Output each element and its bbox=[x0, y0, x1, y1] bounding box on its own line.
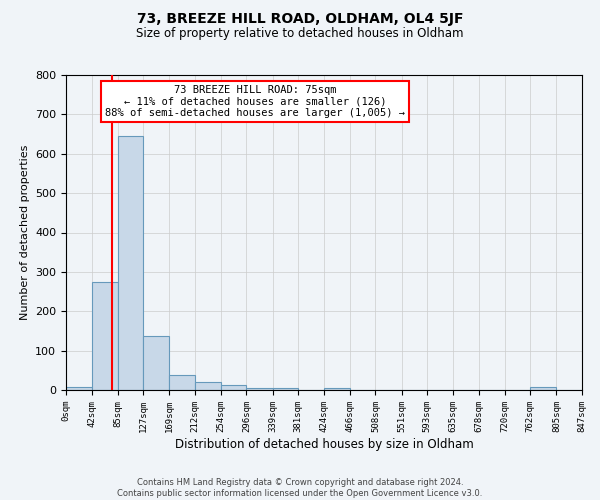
Bar bbox=[272, 388, 298, 390]
Bar bbox=[118, 136, 143, 390]
Bar bbox=[325, 388, 350, 390]
Bar bbox=[195, 382, 221, 390]
Bar bbox=[66, 387, 92, 390]
Bar bbox=[221, 386, 247, 390]
X-axis label: Distribution of detached houses by size in Oldham: Distribution of detached houses by size … bbox=[175, 438, 473, 450]
Bar bbox=[143, 336, 169, 390]
Bar bbox=[92, 282, 118, 390]
Y-axis label: Number of detached properties: Number of detached properties bbox=[20, 145, 29, 320]
Text: 73 BREEZE HILL ROAD: 75sqm
← 11% of detached houses are smaller (126)
88% of sem: 73 BREEZE HILL ROAD: 75sqm ← 11% of deta… bbox=[105, 85, 405, 118]
Bar bbox=[247, 388, 272, 390]
Text: 73, BREEZE HILL ROAD, OLDHAM, OL4 5JF: 73, BREEZE HILL ROAD, OLDHAM, OL4 5JF bbox=[137, 12, 463, 26]
Text: Size of property relative to detached houses in Oldham: Size of property relative to detached ho… bbox=[136, 28, 464, 40]
Bar bbox=[530, 387, 556, 390]
Bar bbox=[169, 375, 195, 390]
Text: Contains HM Land Registry data © Crown copyright and database right 2024.
Contai: Contains HM Land Registry data © Crown c… bbox=[118, 478, 482, 498]
